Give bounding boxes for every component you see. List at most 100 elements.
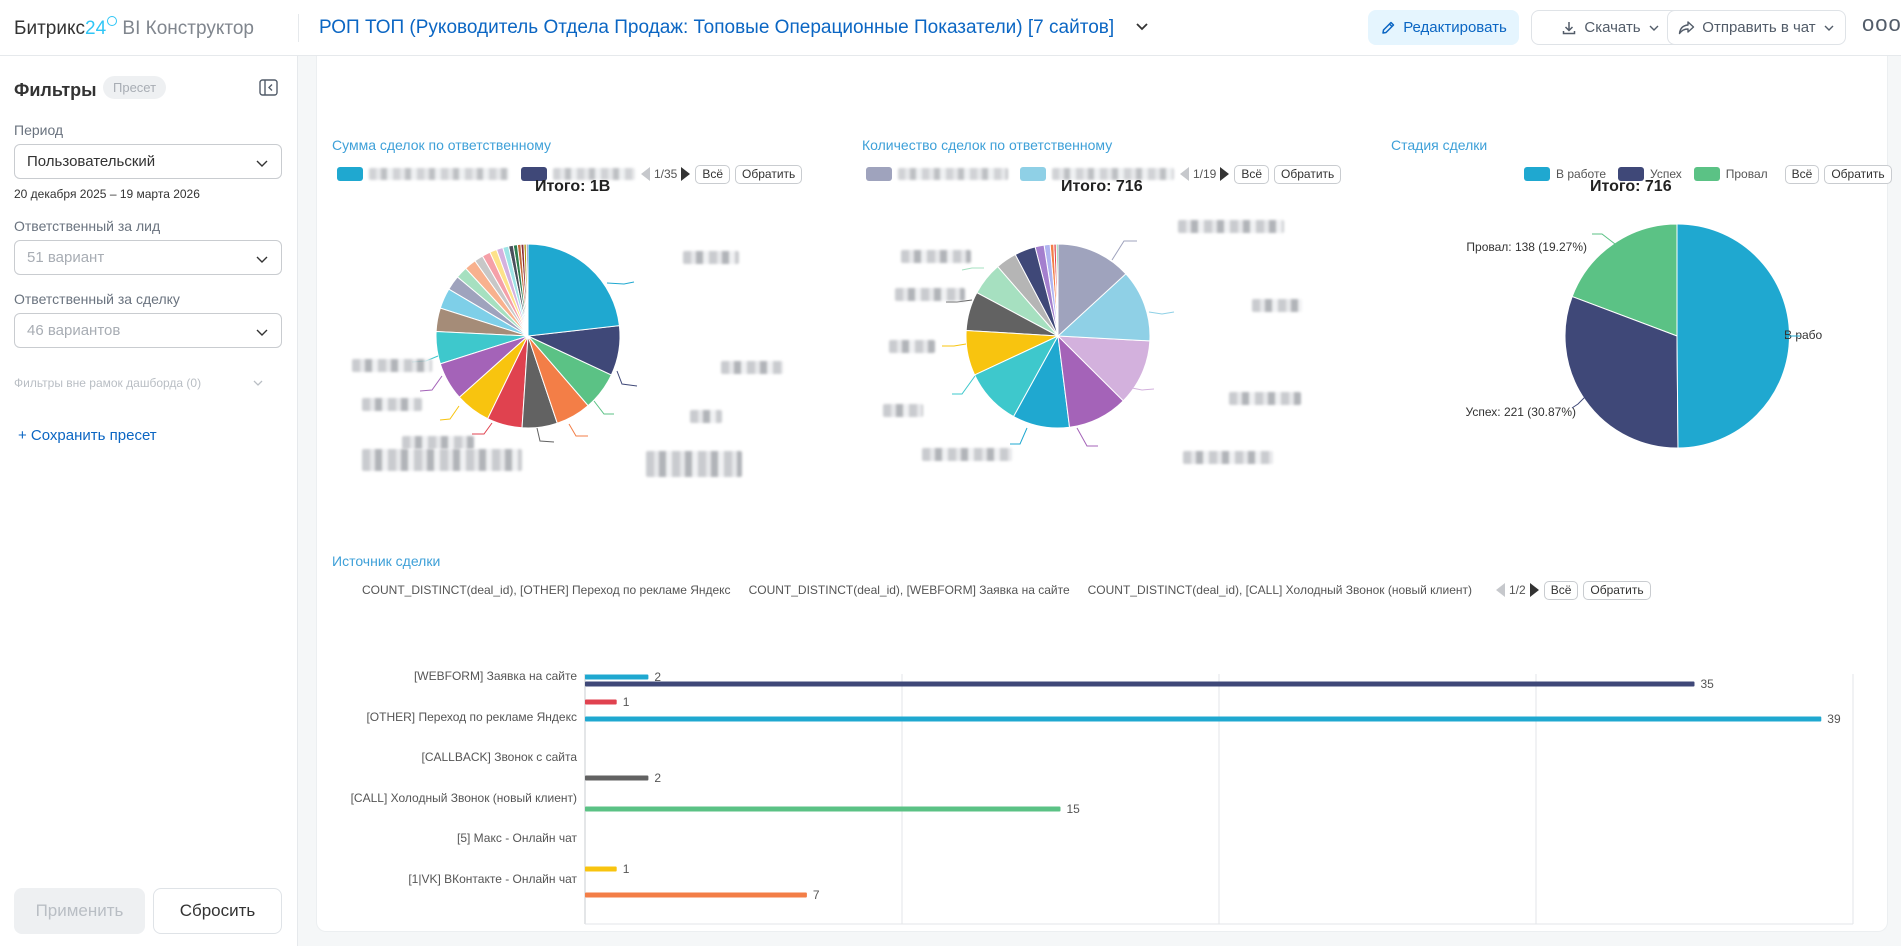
legend-source: COUNT_DISTINCT(deal_id), [OTHER] Переход… xyxy=(356,580,1486,600)
lead-owner-placeholder: 51 вариант xyxy=(27,249,105,266)
app-logo[interactable]: Битрикс24 BI Конструктор xyxy=(14,16,254,40)
prev-page-icon[interactable] xyxy=(641,167,650,181)
legend-label[interactable]: COUNT_DISTINCT(deal_id), [WEBFORM] Заявк… xyxy=(748,583,1070,597)
legend-swatch[interactable] xyxy=(337,167,363,181)
dashboard-title[interactable]: РОП ТОП (Руководитель Отдела Продаж: Топ… xyxy=(319,17,1115,38)
edit-label: Редактировать xyxy=(1403,19,1507,36)
pie-slice-1[interactable] xyxy=(1056,273,1151,342)
pie-slice-2[interactable] xyxy=(1571,223,1678,337)
bar[interactable] xyxy=(585,716,1822,722)
chevron-down-icon xyxy=(256,160,268,167)
bar[interactable] xyxy=(585,806,1061,812)
y-category-label: [1|VK] ВКонтакте - Онлайн чат xyxy=(408,872,577,886)
chart-title-source: Источник сделки xyxy=(332,553,441,569)
bar-chart-source: 0 10 20 30 40 [WEBFORM] Заявка на сайте [OTHER… xyxy=(351,669,1860,934)
next-page-icon[interactable] xyxy=(1529,583,1539,597)
bar-value-label: 15 xyxy=(1067,802,1081,816)
pie-slice-2[interactable] xyxy=(1056,335,1151,402)
period-range: 20 декабря 2025 – 19 марта 2026 xyxy=(14,187,200,201)
chart-title-stage: Стадия сделки xyxy=(1391,137,1488,153)
pie-leader-line xyxy=(946,299,973,303)
legend-swatch[interactable] xyxy=(521,167,547,181)
legend-swatch[interactable] xyxy=(1020,167,1046,181)
invert-selection-button[interactable]: Обратить xyxy=(1274,164,1342,184)
pie-slice-0[interactable] xyxy=(1057,243,1127,338)
reset-button[interactable]: Сбросить xyxy=(153,888,282,934)
pie-leader-line xyxy=(536,427,555,443)
clock-icon xyxy=(107,16,118,26)
send-to-chat-button[interactable]: Отправить в чат xyxy=(1667,10,1846,45)
pie-chart-sum-by-owner xyxy=(411,243,638,443)
apply-button[interactable]: Применить xyxy=(14,888,145,934)
pie-leader-line xyxy=(961,267,984,271)
next-page-icon[interactable] xyxy=(1220,167,1230,181)
pie-leader-line xyxy=(942,343,967,347)
bar-value-label: 35 xyxy=(1701,677,1715,691)
outside-filters-toggle[interactable]: Фильтры вне рамок дашборда (0) xyxy=(14,376,202,390)
invert-selection-button[interactable]: Обратить xyxy=(1824,164,1892,184)
x-tick-label: 30 xyxy=(1529,933,1543,934)
bar-value-label: 39 xyxy=(1827,712,1841,726)
chevron-down-icon[interactable] xyxy=(1134,18,1150,34)
bar[interactable] xyxy=(585,681,1695,687)
legend-label-blurred[interactable] xyxy=(898,168,1008,180)
prev-page-icon[interactable] xyxy=(1496,583,1505,597)
bar-value-label: 7 xyxy=(813,888,820,902)
pie-slice-0[interactable] xyxy=(527,243,620,337)
select-all-button[interactable]: Всё xyxy=(1784,164,1820,184)
chevron-down-icon xyxy=(1649,25,1659,31)
brand-suffix: BI Конструктор xyxy=(122,18,254,39)
select-all-button[interactable]: Всё xyxy=(1234,164,1270,184)
next-page-icon[interactable] xyxy=(681,167,691,181)
legend-label-blurred[interactable] xyxy=(553,168,635,180)
pie-leader-line xyxy=(616,370,638,387)
collapse-sidebar-icon[interactable] xyxy=(259,79,278,96)
top-bar: Битрикс24 BI Конструктор РОП ТОП (Руково… xyxy=(0,0,1901,56)
legend-swatch[interactable] xyxy=(1693,167,1720,181)
pie-leader-line xyxy=(1111,240,1137,261)
legend-swatch[interactable] xyxy=(1618,167,1645,181)
pie-slice-1[interactable] xyxy=(1564,295,1679,449)
legend-swatch[interactable] xyxy=(866,167,892,181)
period-select[interactable]: Пользовательский xyxy=(14,144,282,179)
save-preset-link[interactable]: + Сохранить пресет xyxy=(18,427,157,444)
deal-owner-label: Ответственный за сделку xyxy=(14,291,180,307)
pie-leader-line xyxy=(1148,311,1175,315)
pie-leader-line xyxy=(952,375,976,395)
legend-label[interactable]: COUNT_DISTINCT(deal_id), [OTHER] Переход… xyxy=(362,583,731,597)
legend-label[interactable]: Провал xyxy=(1725,167,1768,181)
bar[interactable] xyxy=(585,699,617,705)
pie-leader-line xyxy=(472,422,493,435)
bar[interactable] xyxy=(585,866,617,872)
invert-selection-button[interactable]: Обратить xyxy=(1583,580,1651,600)
legend-label[interactable]: COUNT_DISTINCT(deal_id), [CALL] Холодный… xyxy=(1087,583,1473,597)
legend-label-blurred[interactable] xyxy=(369,168,509,180)
preset-badge[interactable]: Пресет xyxy=(103,76,167,99)
more-menu-icon[interactable]: ооо xyxy=(1862,11,1901,36)
x-tick-label: 0 xyxy=(582,933,589,934)
select-all-button[interactable]: Всё xyxy=(695,164,731,184)
blurred-pie-label xyxy=(690,410,722,423)
legend-pager: 1/19 xyxy=(1180,167,1230,181)
legend-swatch[interactable] xyxy=(1524,167,1550,181)
pie-slice-0[interactable] xyxy=(1676,223,1790,449)
legend-label[interactable]: В работе xyxy=(1556,167,1607,181)
blurred-pie-label xyxy=(721,361,783,374)
edit-button[interactable]: Редактировать xyxy=(1368,10,1519,45)
select-all-button[interactable]: Всё xyxy=(1543,580,1579,600)
legend-pager: 1/2 xyxy=(1496,583,1539,597)
legend-sum-by-owner: 1/35 Всё Обратить xyxy=(337,164,803,184)
invert-selection-button[interactable]: Обратить xyxy=(735,164,803,184)
bar[interactable] xyxy=(585,892,807,898)
bar[interactable] xyxy=(585,775,649,781)
pager-text: 1/35 xyxy=(654,167,678,181)
legend-label[interactable]: Успех xyxy=(1650,167,1682,181)
download-button[interactable]: Скачать xyxy=(1531,10,1690,45)
lead-owner-select[interactable]: 51 вариант xyxy=(14,240,282,275)
legend-label-blurred[interactable] xyxy=(1052,168,1174,180)
deal-owner-select[interactable]: 46 вариантов xyxy=(14,313,282,348)
prev-page-icon[interactable] xyxy=(1180,167,1189,181)
chevron-down-icon[interactable] xyxy=(252,377,264,389)
bar[interactable] xyxy=(585,674,649,680)
blurred-pie-label xyxy=(362,449,522,471)
